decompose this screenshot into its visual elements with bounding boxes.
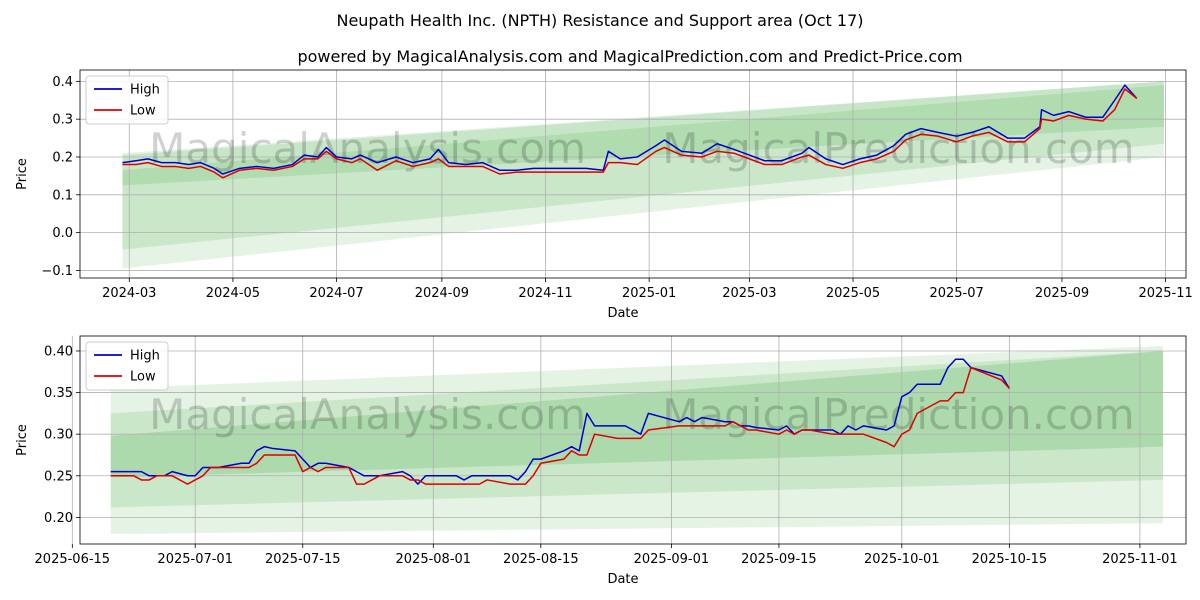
x-tick-label: 2024-09 [415, 286, 469, 301]
support-resistance-band-0 [110, 345, 1163, 535]
y-tick-label: 0.40 [44, 344, 73, 359]
x-tick-label: 2024-03 [102, 286, 156, 301]
x-tick-label: 2025-06-15 [35, 552, 111, 567]
plot-frame [79, 335, 1187, 545]
series-line-low [110, 366, 1010, 485]
x-tick-label: 2025-07-01 [157, 552, 233, 567]
watermark-text: MagicalAnalysis.com [149, 390, 586, 439]
legend: High Low [85, 75, 169, 125]
legend-label-high: High [130, 83, 160, 98]
legend-label-high: High [130, 349, 160, 364]
chart-title: Neupath Health Inc. (NPTH) Resistance an… [336, 11, 863, 30]
legend-box [85, 341, 169, 391]
support-resistance-band-2 [122, 81, 1164, 186]
y-tick-label: 0.1 [52, 188, 73, 203]
y-tick-label: 0.25 [44, 469, 73, 484]
chart-panel-full-history: MagicalAnalysis.com MagicalPrediction.com… [15, 69, 1193, 321]
y-tick-label: 0.4 [52, 75, 73, 90]
band-group [110, 345, 1163, 535]
legend-box [85, 75, 169, 125]
y-tick-label: 0.0 [52, 226, 73, 241]
legend: High Low [85, 341, 169, 391]
x-tick-label: 2025-01 [622, 286, 676, 301]
series-group [122, 84, 1138, 179]
watermark-text: MagicalPrediction.com [662, 124, 1135, 173]
x-tick-label: 2025-07-15 [265, 552, 341, 567]
y-tick-label: 0.30 [44, 428, 73, 443]
y-tick-label: −0.1 [41, 264, 73, 279]
x-tick-label: 2025-09 [1035, 286, 1089, 301]
x-tick-label: 2025-08-15 [503, 552, 579, 567]
x-tick-label: 2025-08-01 [396, 552, 472, 567]
chart-subtitle: powered by MagicalAnalysis.com and Magic… [297, 47, 962, 66]
support-resistance-band-0 [122, 81, 1164, 269]
x-axis-label: Date [607, 572, 638, 587]
x-tick-label: 2025-11 [1138, 286, 1192, 301]
y-tick-label: 0.35 [44, 386, 73, 401]
x-tick-label: 2025-03 [722, 286, 776, 301]
support-resistance-band-1 [110, 350, 1163, 508]
chart-panel-recent-zoom: MagicalAnalysis.com MagicalPrediction.com… [15, 335, 1187, 587]
legend-label-low: Low [130, 104, 156, 119]
x-tick-label: 2024-11 [518, 286, 572, 301]
y-tick-label: 0.3 [52, 113, 73, 128]
x-axis-label: Date [607, 306, 638, 321]
watermark-text: MagicalPrediction.com [662, 390, 1135, 439]
plot-frame [79, 69, 1187, 279]
x-tick-label: 2025-05 [826, 286, 880, 301]
x-tick-label: 2025-10-01 [864, 552, 940, 567]
y-tick-label: 0.20 [44, 511, 73, 526]
series-line-high [122, 84, 1138, 175]
x-tick-label: 2024-07 [309, 286, 363, 301]
series-line-low [122, 88, 1138, 179]
y-tick-label: 0.2 [52, 150, 73, 165]
band-group [122, 81, 1164, 269]
x-tick-label: 2024-05 [206, 286, 260, 301]
x-tick-label: 2025-11-01 [1102, 552, 1178, 567]
x-tick-label: 2025-07 [929, 286, 983, 301]
legend-label-low: Low [130, 370, 156, 385]
series-group [110, 358, 1010, 485]
y-axis-label: Price [15, 158, 30, 190]
support-resistance-band-1 [122, 85, 1164, 250]
watermark-text: MagicalAnalysis.com [149, 124, 586, 173]
x-tick-label: 2025-09-01 [634, 552, 710, 567]
series-line-high [110, 358, 1010, 485]
x-tick-label: 2025-09-15 [741, 552, 817, 567]
x-tick-label: 2025-10-15 [972, 552, 1048, 567]
support-resistance-band-2 [110, 350, 1163, 478]
y-axis-label: Price [15, 424, 30, 456]
